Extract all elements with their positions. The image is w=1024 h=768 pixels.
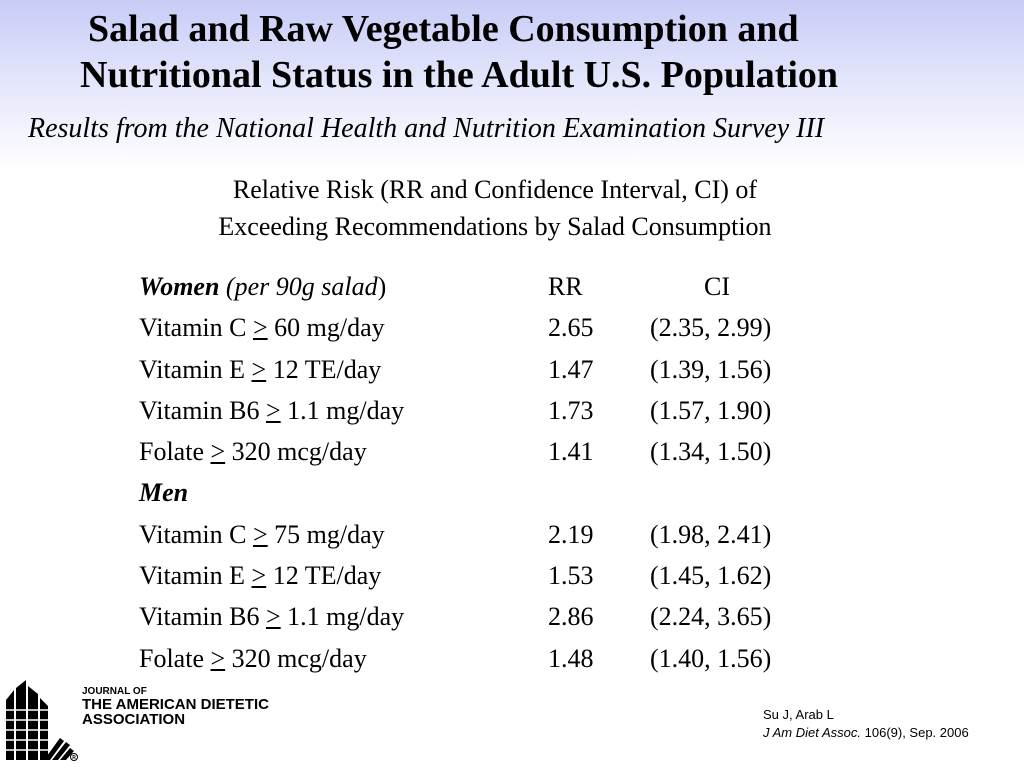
- threshold-symbol: >: [266, 395, 281, 425]
- title-line-2: Nutritional Status in the Adult U.S. Pop…: [80, 54, 839, 96]
- nutrient-label: Vitamin E > 12 TE/day: [139, 351, 381, 388]
- journal-line-2: THE AMERICAN DIETETIC: [82, 696, 269, 713]
- threshold-value: 12 TE/day: [266, 561, 382, 591]
- rr-value: 2.86: [548, 602, 594, 632]
- nutrient-name: Vitamin E: [139, 354, 252, 384]
- threshold-value: 75 mg/day: [267, 519, 385, 549]
- citation-journal: J Am Diet Assoc.: [763, 725, 862, 740]
- slide-title: Salad and Raw Vegetable Consumption and …: [0, 6, 1024, 98]
- nutrient-label: Folate > 320 mcg/day: [139, 640, 367, 677]
- svg-text:R: R: [72, 755, 76, 761]
- nutrient-name: Vitamin B6: [139, 602, 266, 632]
- threshold-value: 60 mg/day: [267, 313, 385, 343]
- nutrient-name: Vitamin E: [139, 561, 252, 591]
- journal-line-3: ASSOCIATION: [82, 711, 186, 728]
- threshold-symbol: >: [251, 561, 267, 591]
- ci-value: (2.24, 3.65): [650, 602, 772, 632]
- nutrient-name: Vitamin C: [139, 519, 253, 549]
- threshold-symbol: >: [253, 519, 268, 549]
- ci-value: (1.40, 1.56): [650, 643, 772, 673]
- men-group-label: Men: [139, 474, 188, 511]
- threshold-value: 1.1 mg/day: [280, 395, 405, 425]
- citation-details: 106(9), Sep. 2006: [861, 725, 969, 740]
- threshold-symbol: >: [210, 643, 226, 673]
- citation-reference: J Am Diet Assoc. 106(9), Sep. 2006: [763, 724, 969, 742]
- rr-value: 1.73: [548, 395, 594, 425]
- heading-line-2: Exceeding Recommendations by Salad Consu…: [218, 212, 772, 241]
- nutrient-label: Vitamin E > 12 TE/day: [139, 557, 381, 594]
- citation: Su J, Arab L J Am Diet Assoc. 106(9), Se…: [763, 706, 969, 742]
- nutrient-label: Vitamin C > 60 mg/day: [139, 309, 385, 346]
- nutrient-label: Vitamin C > 75 mg/day: [139, 516, 385, 553]
- threshold-symbol: >: [210, 437, 226, 467]
- ci-value: (1.39, 1.56): [650, 354, 772, 384]
- table-heading: Relative Risk (RR and Confidence Interva…: [0, 171, 990, 245]
- rr-value: 2.19: [548, 519, 594, 549]
- women-note-close: ): [377, 272, 387, 301]
- ci-value: (1.98, 2.41): [650, 519, 772, 549]
- nutrient-label: Vitamin B6 > 1.1 mg/day: [139, 392, 404, 429]
- nutrient-name: Folate: [139, 643, 211, 673]
- women-serving-note: (per 90g salad: [225, 272, 378, 301]
- threshold-symbol: >: [251, 354, 267, 384]
- ada-building-logo-icon: R: [6, 680, 78, 761]
- ci-value: (1.57, 1.90): [650, 395, 772, 425]
- rr-value: 1.48: [548, 643, 594, 673]
- citation-authors: Su J, Arab L: [763, 707, 834, 722]
- journal-line-1: JOURNAL OF: [82, 686, 147, 697]
- heading-line-1: Relative Risk (RR and Confidence Interva…: [232, 175, 758, 204]
- men-label: Men: [139, 478, 189, 508]
- nutrient-name: Vitamin B6: [139, 395, 266, 425]
- ci-value: (2.35, 2.99): [650, 313, 772, 343]
- women-label: Women: [139, 272, 220, 301]
- nutrient-label: Folate > 320 mcg/day: [139, 433, 367, 470]
- threshold-symbol: >: [253, 313, 268, 343]
- rr-value: 1.53: [548, 561, 594, 591]
- threshold-value: 12 TE/day: [266, 354, 382, 384]
- threshold-value: 320 mcg/day: [225, 437, 367, 467]
- rr-column-header: RR: [548, 272, 583, 301]
- title-line-1: Salad and Raw Vegetable Consumption and: [88, 8, 799, 50]
- nutrient-name: Vitamin C: [139, 313, 253, 343]
- threshold-value: 320 mcg/day: [225, 643, 367, 673]
- women-group-label: Women (per 90g salad): [139, 268, 386, 305]
- rr-value: 1.41: [548, 437, 594, 467]
- threshold-symbol: >: [266, 602, 281, 632]
- slide-subtitle: Results from the National Health and Nut…: [28, 113, 825, 144]
- journal-logo-text: JOURNAL OF THE AMERICAN DIETETIC ASSOCIA…: [82, 686, 269, 727]
- rr-value: 2.65: [548, 313, 594, 343]
- ci-value: (1.45, 1.62): [650, 561, 772, 591]
- ci-column-header: CI: [704, 272, 730, 301]
- rr-value: 1.47: [548, 354, 594, 384]
- nutrient-label: Vitamin B6 > 1.1 mg/day: [139, 598, 404, 635]
- nutrient-name: Folate: [139, 437, 211, 467]
- ci-value: (1.34, 1.50): [650, 437, 772, 467]
- threshold-value: 1.1 mg/day: [280, 602, 405, 632]
